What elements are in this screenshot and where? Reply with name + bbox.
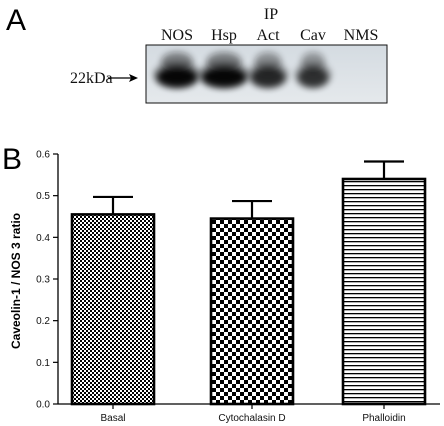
error-bars — [93, 160, 404, 219]
band-act — [247, 52, 289, 89]
bars — [70, 177, 427, 406]
lane-labels: NOS Hsp Act Cav NMS — [161, 27, 378, 44]
y-tick-label: 0.6 — [36, 150, 50, 161]
error-bar-cytochalasin-d — [232, 199, 272, 219]
y-tick-label: 0.5 — [36, 191, 50, 202]
lane-label-nos: NOS — [161, 27, 193, 44]
panel-b-letter: B — [2, 143, 22, 176]
panel-a: A IP NOS Hsp Act Cav NMS 22kDa — [6, 4, 388, 104]
x-axis: Basal Cytochalasin D Phalloidin — [58, 403, 440, 424]
y-tick-label: 0.3 — [36, 275, 50, 286]
ip-label: IP — [264, 6, 278, 23]
panel-b: B Caveolin-1 / NOS 3 ratio 0.00.10.20.30… — [2, 143, 440, 424]
y-tick-label: 0.1 — [36, 358, 50, 369]
x-tick-label: Phalloidin — [362, 413, 405, 424]
y-axis: 0.0 0.1 0.2 0.3 0.4 0.5 0.6 — [36, 150, 59, 411]
panel-a-letter: A — [6, 4, 26, 37]
error-bar-phalloidin — [364, 160, 404, 179]
band-cav — [294, 52, 332, 89]
error-bar-basal — [93, 195, 133, 215]
bar-cytochalasin-d — [209, 217, 295, 406]
y-axis-label: Caveolin-1 / NOS 3 ratio — [9, 213, 23, 349]
y-tick-label: 0.0 — [36, 400, 50, 411]
lane-label-act: Act — [256, 27, 280, 44]
bar-basal — [70, 213, 156, 406]
lane-label-nms: NMS — [344, 27, 379, 44]
blot-image — [145, 44, 388, 104]
x-tick-label: Basal — [100, 413, 125, 424]
lane-label-cav: Cav — [300, 27, 326, 44]
y-tick-label: 0.2 — [36, 316, 50, 327]
band-hsp — [198, 52, 250, 89]
x-tick-label: Cytochalasin D — [218, 413, 285, 424]
y-tick-label: 0.4 — [36, 233, 50, 244]
marker-label: 22kDa — [70, 70, 113, 87]
lane-label-hsp: Hsp — [211, 27, 237, 44]
bar-phalloidin — [341, 177, 427, 406]
marker-arrow — [108, 74, 138, 82]
blot-bands — [153, 52, 332, 89]
band-nos — [153, 52, 201, 89]
